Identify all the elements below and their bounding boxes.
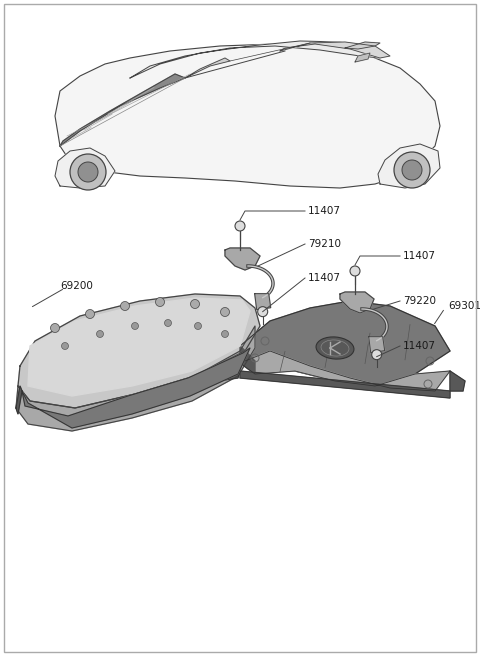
Text: 69301: 69301 — [448, 301, 480, 311]
Polygon shape — [240, 371, 450, 398]
Text: 11407: 11407 — [403, 251, 436, 261]
Polygon shape — [255, 294, 271, 310]
Polygon shape — [18, 294, 260, 408]
Polygon shape — [55, 44, 440, 188]
Circle shape — [220, 308, 229, 316]
Circle shape — [372, 350, 382, 359]
Text: 69200: 69200 — [60, 281, 93, 291]
Text: 11407: 11407 — [308, 273, 341, 283]
Circle shape — [165, 319, 171, 327]
Circle shape — [350, 266, 360, 276]
Polygon shape — [240, 346, 255, 374]
Ellipse shape — [316, 337, 354, 359]
Polygon shape — [369, 337, 384, 353]
Polygon shape — [55, 148, 115, 188]
Polygon shape — [280, 42, 390, 58]
Polygon shape — [240, 301, 450, 386]
Polygon shape — [22, 348, 250, 428]
Circle shape — [120, 302, 130, 310]
Circle shape — [132, 323, 139, 329]
Text: 79220: 79220 — [403, 296, 436, 306]
Circle shape — [394, 152, 430, 188]
Polygon shape — [240, 351, 450, 391]
Circle shape — [78, 162, 98, 182]
Circle shape — [61, 342, 69, 350]
Polygon shape — [225, 248, 260, 270]
Circle shape — [402, 160, 422, 180]
Polygon shape — [16, 386, 22, 414]
Polygon shape — [185, 58, 230, 78]
Circle shape — [235, 221, 245, 231]
Text: 79210: 79210 — [308, 239, 341, 249]
Polygon shape — [28, 298, 250, 396]
Circle shape — [85, 310, 95, 319]
Text: 11407: 11407 — [403, 341, 436, 351]
Circle shape — [221, 331, 228, 337]
Circle shape — [70, 154, 106, 190]
Polygon shape — [355, 53, 370, 62]
Polygon shape — [345, 42, 380, 49]
Polygon shape — [16, 326, 255, 431]
Text: 11407: 11407 — [308, 206, 341, 216]
Polygon shape — [130, 41, 380, 78]
Polygon shape — [450, 371, 465, 391]
Polygon shape — [340, 292, 374, 313]
Circle shape — [156, 298, 165, 306]
Circle shape — [96, 331, 104, 337]
Circle shape — [191, 300, 200, 308]
Circle shape — [258, 306, 268, 317]
Circle shape — [194, 323, 202, 329]
Polygon shape — [378, 144, 440, 188]
Polygon shape — [60, 74, 185, 146]
Polygon shape — [218, 363, 240, 381]
Circle shape — [50, 323, 60, 333]
